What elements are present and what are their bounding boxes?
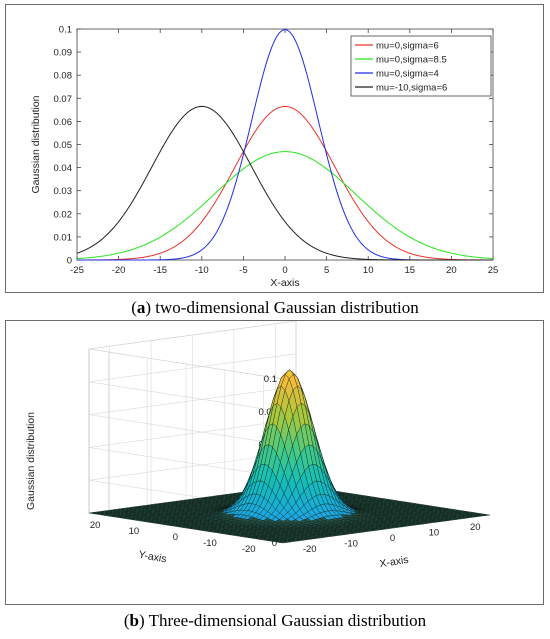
x-tick-label: -20 (303, 544, 317, 555)
series-line-2 (76, 151, 494, 260)
legend: mu=0,sigma=6 mu=0,sigma=8.5 mu=0,sigma=4 mu… (350, 35, 492, 97)
x-tick-label: -25 (70, 265, 84, 276)
chart-2d: -25 -20 -15 -10 -5 0 5 10 15 20 25 0 0.01 0.02 0.03 0.0… (30, 25, 499, 290)
legend-label: mu=-10,sigma=6 (376, 83, 447, 94)
legend-label: mu=0,sigma=4 (376, 69, 439, 80)
y-tick-label: 20 (90, 520, 101, 531)
panel-2d-chart: -25 -20 -15 -10 -5 0 5 10 15 20 25 0 0.01 0.02 0.03 0.0… (5, 4, 544, 293)
chart-3d: 00.020.040.060.080.1-20-100102020100-10-… (25, 320, 491, 570)
x-tick-label: 15 (405, 265, 416, 276)
y-tick-label: 0.03 (54, 186, 73, 197)
caption-a: (a) two-dimensional Gaussian distributio… (131, 298, 419, 317)
z-tick-label: 0.08 (259, 407, 278, 418)
x-tick-label: -10 (195, 265, 209, 276)
y-tick-label: 0.05 (54, 140, 73, 151)
y-tick-label: 0.02 (54, 209, 73, 220)
y-tick-label: 0.01 (54, 232, 73, 243)
x-tick-label: -10 (344, 539, 358, 550)
y-tick-label: 0.08 (54, 71, 73, 82)
surface-mesh (88, 369, 491, 544)
y-tick-label: -10 (203, 538, 217, 549)
x-tick-label: -5 (239, 265, 247, 276)
x-tick-label: 5 (324, 265, 329, 276)
caption-b-text: Three-dimensional Gaussian distribution (144, 611, 427, 630)
y-axis-label: Gaussian distribution (30, 95, 42, 193)
x-axis-label: X-axis (270, 277, 299, 289)
series-line-4 (76, 105, 493, 261)
y-tick-label: 0 (67, 256, 72, 267)
legend-box (350, 35, 492, 97)
caption-a-label: a (136, 298, 146, 317)
caption-b-label: b (129, 611, 139, 630)
z-grid-line (88, 353, 297, 413)
z-axis-label: Gaussian distribution (25, 412, 37, 510)
x-tick-label: 10 (429, 527, 440, 538)
y-tick-label: 0.1 (59, 25, 72, 36)
legend-label: mu=0,sigma=6 (376, 41, 439, 52)
x-tick-label: 0 (282, 265, 287, 276)
y-tick-label: 0.09 (54, 48, 73, 59)
x-tick-label: -20 (112, 265, 126, 276)
surface-patch (481, 514, 491, 516)
x-axis-label: X-axis (379, 554, 410, 570)
x-tick-label: 10 (363, 265, 374, 276)
y-tick-label: -20 (242, 544, 256, 555)
x-tick-label: 25 (488, 265, 499, 276)
z-grid-line (88, 386, 297, 445)
z-tick-label: 0.1 (264, 374, 277, 385)
y-tick-label: 0.06 (54, 117, 73, 128)
z-grid-line (88, 419, 297, 478)
y-tick-label: 0.07 (54, 94, 73, 105)
z-tick-label: 0 (272, 538, 277, 549)
panel-3d-chart: 00.020.040.060.080.1-20-100102020100-10-… (5, 320, 544, 605)
y-tick-label: 10 (129, 526, 140, 537)
series-line-1 (77, 105, 493, 261)
x-tick-label: 0 (390, 533, 395, 544)
x-tick-label: 20 (470, 522, 481, 533)
z-grid-line (88, 320, 297, 380)
legend-label: mu=0,sigma=8.5 (376, 55, 447, 66)
caption-b: (b) Three-dimensional Gaussian distribut… (123, 611, 427, 630)
y-tick-label: 0.04 (54, 163, 73, 174)
caption-a-text: two-dimensional Gaussian distribution (151, 298, 419, 317)
y-axis-label: Y-axis (138, 549, 168, 566)
y-tick-label: 0 (173, 532, 178, 543)
x-tick-label: -15 (153, 265, 167, 276)
x-tick-label: 20 (446, 265, 457, 276)
